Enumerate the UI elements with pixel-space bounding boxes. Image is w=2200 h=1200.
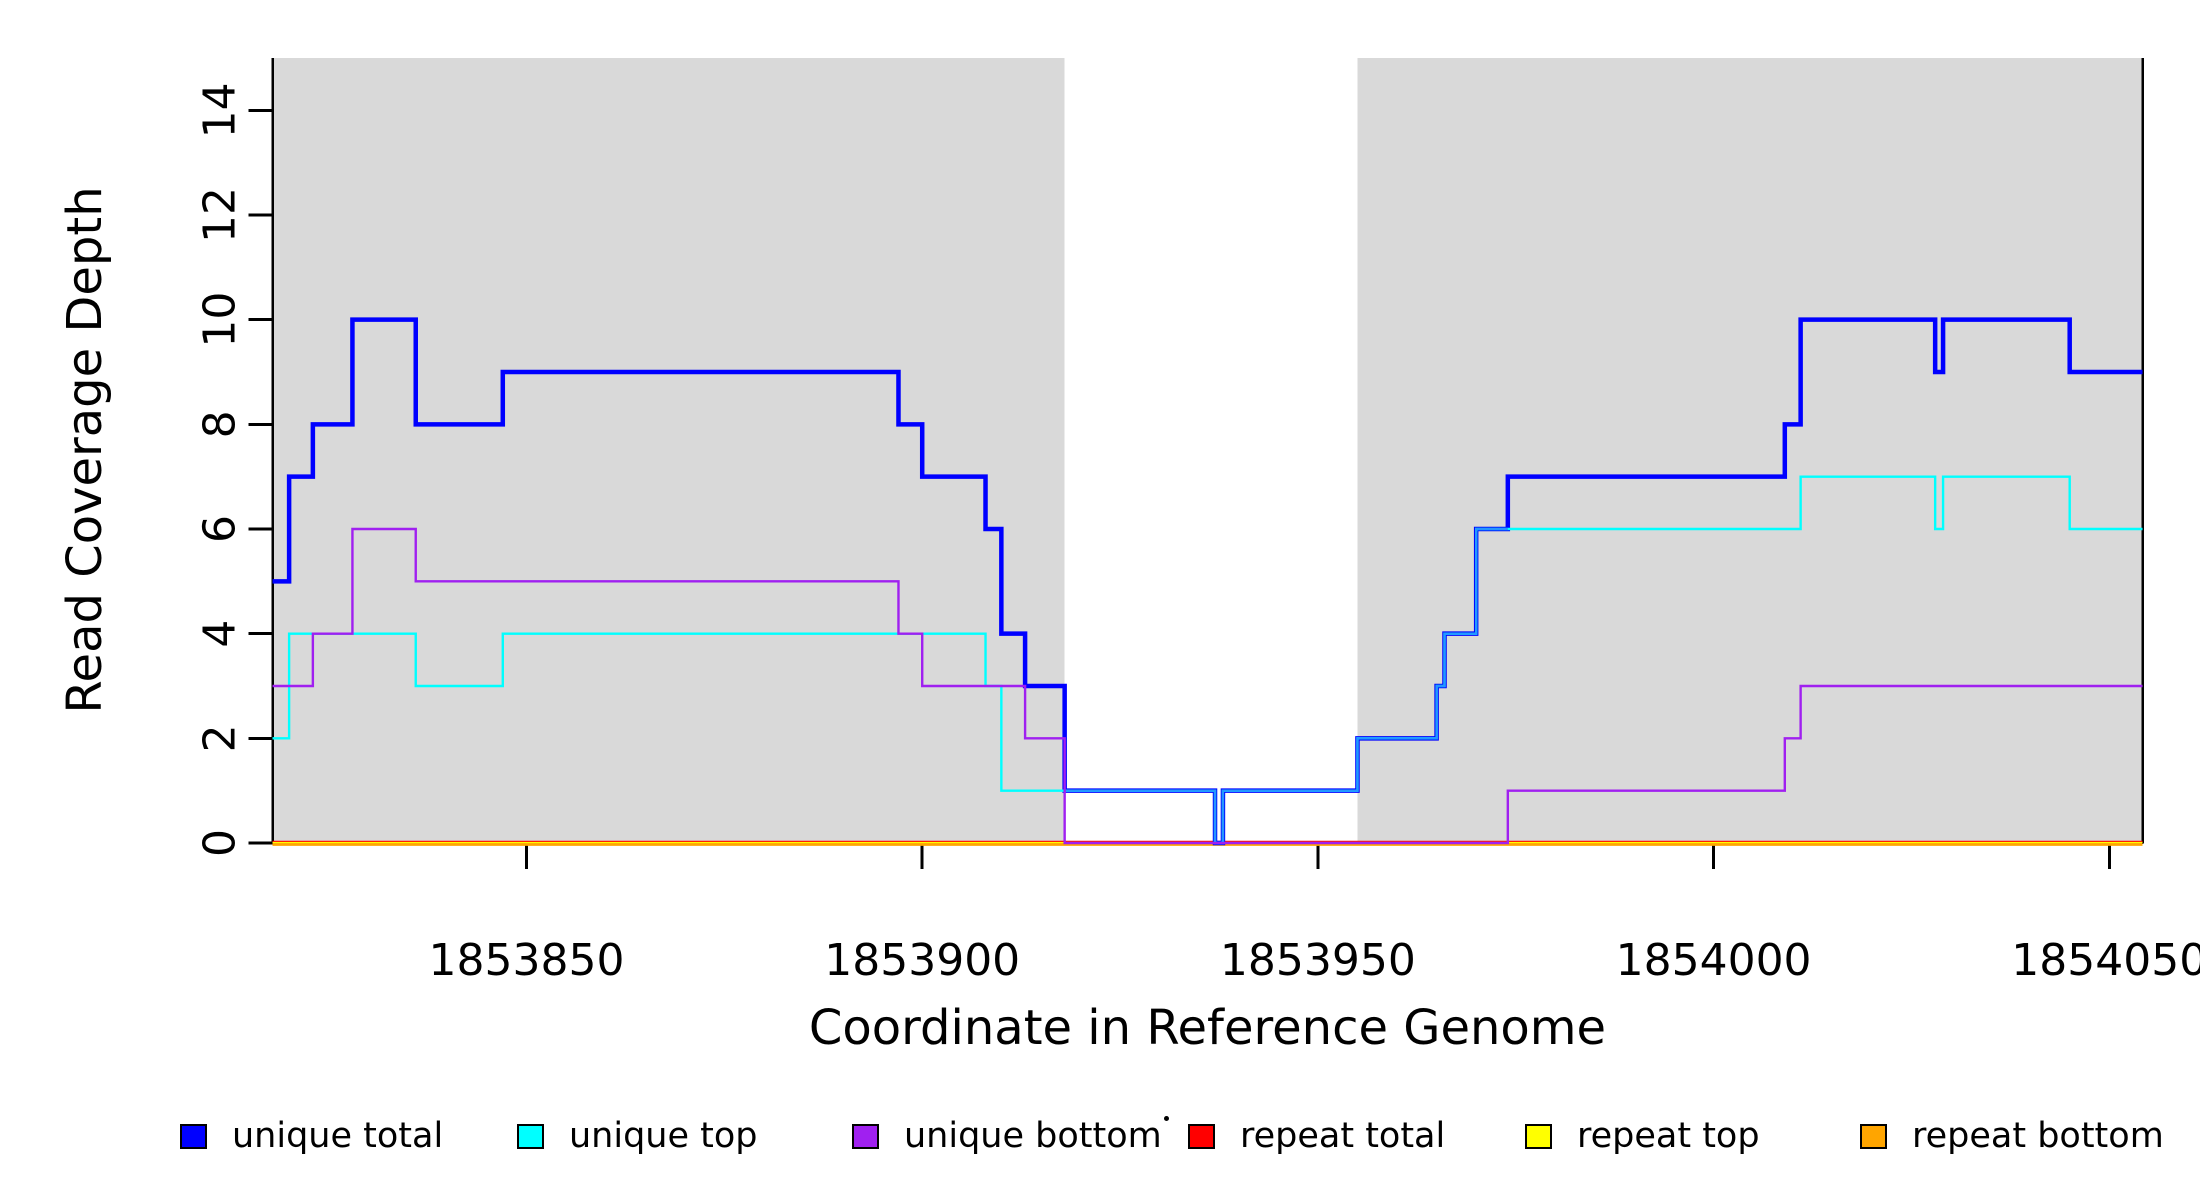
legend-item-repeat-total: repeat total — [1188, 1119, 1445, 1154]
legend-swatch-unique-bottom — [852, 1124, 879, 1149]
x-tick-label: 1853900 — [824, 935, 1020, 986]
legend-label-repeat-top: repeat top — [1577, 1116, 1760, 1156]
y-tick-label: 8 — [195, 410, 246, 438]
shaded-region — [1357, 58, 2143, 843]
legend-label-repeat-total: repeat total — [1240, 1116, 1446, 1156]
legend-label-repeat-bottom: repeat bottom — [1912, 1116, 2164, 1156]
legend-swatch-repeat-total — [1188, 1124, 1215, 1149]
y-tick-label: 0 — [195, 829, 246, 857]
y-tick-label: 4 — [195, 620, 246, 648]
shaded-region — [272, 58, 1065, 843]
x-tick-label: 1854000 — [1616, 935, 1812, 986]
y-tick-label: 2 — [195, 724, 246, 752]
legend-item-unique-top: unique top — [517, 1119, 758, 1154]
legend-item-unique-total: unique total — [180, 1119, 443, 1154]
legend-swatch-unique-total — [180, 1124, 207, 1149]
y-tick-label: 12 — [195, 187, 246, 243]
legend-swatch-repeat-bottom — [1860, 1124, 1887, 1149]
legend-swatch-unique-top — [517, 1124, 544, 1149]
x-tick-label: 1853850 — [429, 935, 625, 986]
legend-item-unique-bottom: unique bottom — [852, 1119, 1162, 1154]
legend-item-repeat-top: repeat top — [1525, 1119, 1760, 1154]
legend-item-repeat-bottom: repeat bottom — [1860, 1119, 2164, 1154]
y-tick-label: 10 — [195, 292, 246, 348]
legend-label-unique-top: unique top — [569, 1116, 758, 1156]
x-axis-title: Coordinate in Reference Genome — [808, 1000, 1607, 1056]
legend-label-unique-bottom: unique bottom — [904, 1116, 1162, 1156]
y-tick-label: 14 — [195, 82, 246, 138]
x-tick-label: 1854050 — [2011, 935, 2200, 986]
legend-label-unique-total: unique total — [232, 1116, 444, 1156]
y-axis-title: Read Coverage Depth — [57, 186, 113, 714]
y-tick-label: 6 — [195, 515, 246, 543]
legend-swatch-repeat-top — [1525, 1124, 1552, 1149]
series-line-unique-bottom — [272, 527, 2143, 845]
stray-dot — [1164, 1116, 1169, 1121]
x-tick-label: 1853950 — [1220, 935, 1416, 986]
